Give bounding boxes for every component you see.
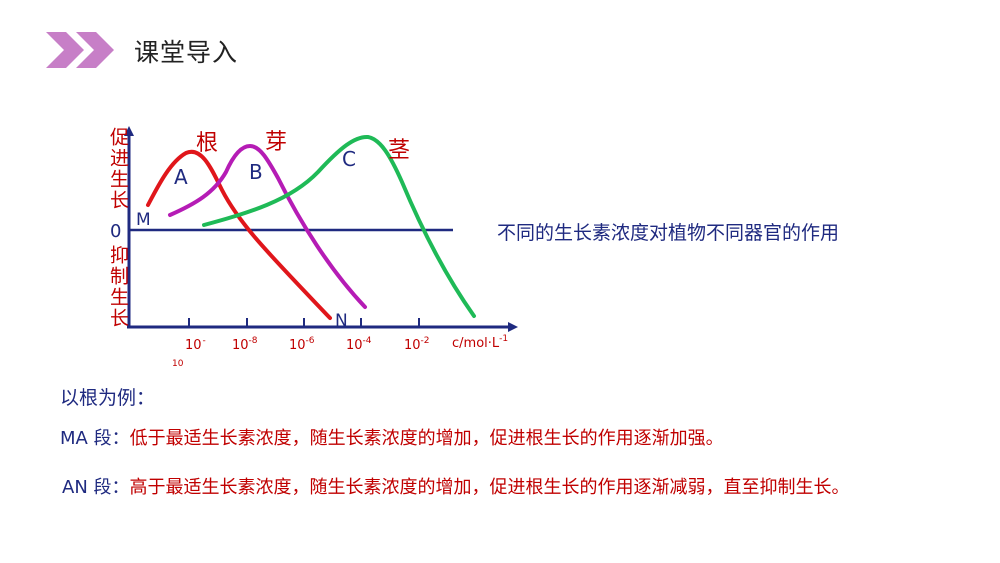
example-intro: 以根为例： (60, 387, 156, 409)
svg-text:10-2: 10-2 (404, 336, 430, 353)
double-chevron-icon (46, 32, 114, 68)
x-tick-label: 10- 10 (172, 336, 206, 369)
svg-text:10-: 10- (185, 336, 206, 353)
y-axis-promote-label: 促进生长 (107, 127, 129, 211)
zero-label: 0 (110, 221, 121, 242)
x-tick-label: 10-2 (404, 336, 430, 353)
point-n-label: N (335, 311, 348, 331)
x-tick-label: 10-6 (289, 336, 315, 353)
point-a-label: A (174, 165, 188, 189)
x-tick-marks (188, 318, 420, 327)
stem-curve (202, 134, 476, 318)
stem-label: 茎 (388, 138, 410, 163)
svg-text:10-6: 10-6 (289, 336, 315, 353)
root-curve (146, 149, 332, 320)
bud-curve (168, 143, 367, 309)
point-b-label: B (249, 160, 263, 184)
segment-label: MA 段： (60, 428, 130, 449)
segment-an: AN 段：高于最适生长素浓度，随生长素浓度的增加，促进根生长的作用逐渐减弱，直至… (62, 473, 850, 499)
x-tick-label: 10-8 (232, 336, 258, 353)
x-tick-label: 10-4 (346, 336, 372, 353)
segment-label: AN 段： (62, 477, 130, 498)
x-axis-unit-label: c/mol·L-1 (452, 334, 508, 351)
segment-text: 低于最适生长素浓度，随生长素浓度的增加，促进根生长的作用逐渐加强。 (129, 428, 724, 449)
y-axis-inhibit-label: 抑制生长 (107, 245, 129, 329)
diagram-caption: 不同的生长素浓度对植物不同器官的作用 (497, 222, 840, 244)
segment-ma: MA 段：低于最适生长素浓度，随生长素浓度的增加，促进根生长的作用逐渐加强。 (60, 424, 724, 450)
svg-text:10: 10 (172, 359, 184, 369)
page-title: 课堂导入 (134, 38, 239, 67)
svg-text:10-8: 10-8 (232, 336, 258, 353)
point-c-label: C (342, 147, 356, 171)
svg-text:10-4: 10-4 (346, 336, 372, 353)
bud-label: 芽 (265, 130, 287, 155)
root-label: 根 (196, 131, 218, 156)
segment-text: 高于最适生长素浓度，随生长素浓度的增加，促进根生长的作用逐渐减弱，直至抑制生长。 (129, 477, 850, 498)
point-m-label: M (136, 210, 151, 230)
